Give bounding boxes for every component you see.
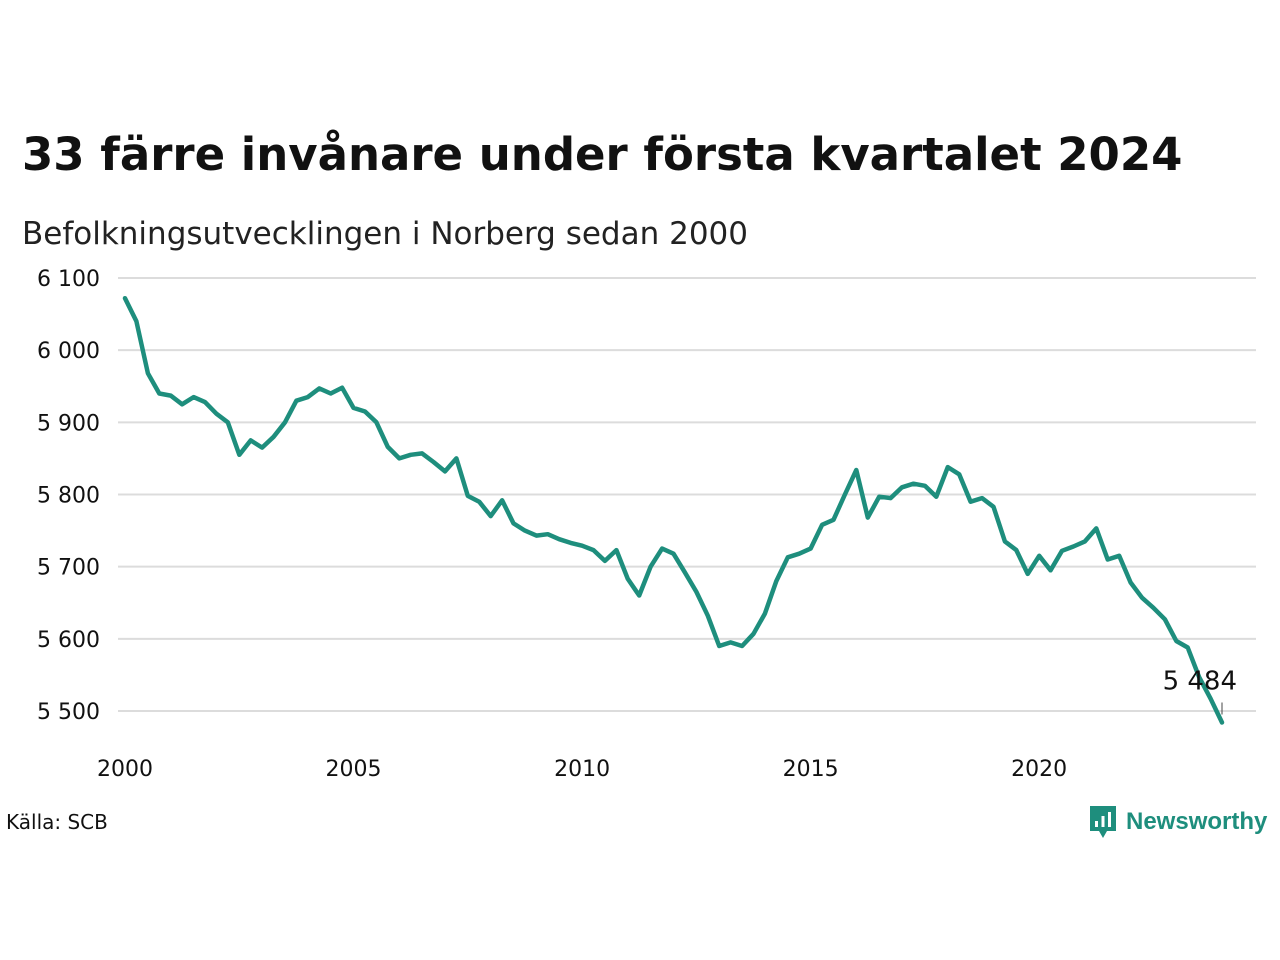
brand-logo: Newsworthy [1088, 804, 1267, 840]
newsworthy-logo-icon [1090, 806, 1116, 838]
y-tick-label: 5 700 [37, 556, 100, 581]
source-note: Källa: SCB [6, 810, 108, 834]
x-axis: 2000 2005 2010 2015 2020 [97, 757, 1067, 782]
annotation-group: 5 484 [1163, 667, 1237, 715]
gridlines [118, 277, 1256, 712]
chart-title: 33 färre invånare under första kvartalet… [22, 128, 1183, 181]
x-tick-label: 2020 [1011, 757, 1067, 782]
y-tick-label: 6 000 [37, 339, 100, 364]
y-tick-label: 5 800 [37, 484, 100, 509]
x-tick-label: 2010 [554, 757, 610, 782]
x-tick-label: 2000 [97, 757, 153, 782]
series-line [122, 295, 1225, 725]
x-tick-label: 2015 [783, 757, 839, 782]
y-tick-label: 6 100 [37, 267, 100, 292]
annotation-label: 5 484 [1163, 667, 1237, 697]
y-tick-label: 5 500 [37, 700, 100, 725]
chart-subtitle: Befolkningsutvecklingen i Norberg sedan … [22, 216, 749, 252]
y-tick-label: 5 600 [37, 628, 100, 653]
x-tick-label: 2005 [326, 757, 382, 782]
y-axis: 5 500 5 600 5 700 5 800 5 900 6 000 6 100 [37, 267, 100, 725]
series-group [122, 295, 1225, 725]
y-tick-label: 5 900 [37, 411, 100, 436]
brand-name: Newsworthy [1126, 808, 1268, 835]
